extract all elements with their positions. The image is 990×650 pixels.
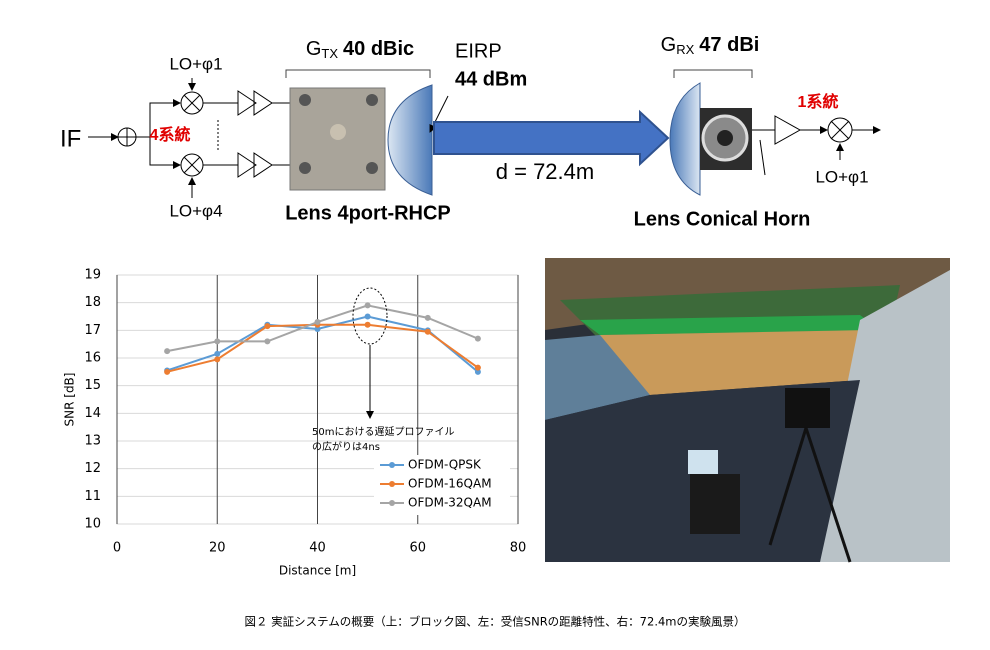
point bbox=[424, 328, 431, 335]
x-tick-label: 40 bbox=[309, 541, 326, 556]
y-axis-label: SNR [dB] bbox=[63, 373, 77, 427]
branch-count: 1系統 bbox=[798, 92, 839, 111]
y-tick-label: 17 bbox=[84, 323, 101, 338]
y-tick-label: 13 bbox=[84, 434, 101, 449]
antenna-label: Lens 4port-RHCP bbox=[285, 202, 451, 224]
gain-value: 40 dBic bbox=[343, 38, 414, 60]
snr-chart: 10 11 12 13 14 15 16 17 18 19 0 20 40 60 80 Distance [m… bbox=[63, 268, 527, 578]
y-tick-label: 11 bbox=[84, 489, 101, 504]
x-tick-label: 80 bbox=[510, 541, 527, 556]
point bbox=[474, 364, 481, 371]
if-label: IF bbox=[60, 125, 81, 152]
legend-label: OFDM-32QAM bbox=[408, 496, 492, 510]
point bbox=[424, 314, 431, 321]
annotation: の広がりは4ns bbox=[312, 440, 380, 453]
legend-marker bbox=[389, 481, 395, 487]
point bbox=[214, 350, 221, 357]
point bbox=[364, 313, 371, 320]
y-tick-label: 12 bbox=[84, 461, 101, 476]
photo bbox=[545, 258, 950, 563]
tx-gain: GTX 40 dBic bbox=[306, 38, 414, 61]
x-tick-label: 60 bbox=[409, 541, 426, 556]
y-tick-label: 19 bbox=[84, 268, 101, 283]
point bbox=[364, 321, 371, 328]
point bbox=[474, 368, 481, 375]
x-tick-label: 20 bbox=[209, 541, 226, 556]
point bbox=[264, 338, 271, 345]
legend-label: OFDM-16QAM bbox=[408, 477, 492, 491]
highlight bbox=[352, 287, 388, 345]
antenna-label: Lens Conical Horn bbox=[634, 208, 811, 230]
branch-count: 4系統 bbox=[150, 125, 191, 144]
gain-symbol: G bbox=[661, 34, 677, 56]
point bbox=[164, 368, 171, 375]
y-tick-label: 16 bbox=[84, 351, 101, 366]
gain-symbol: G bbox=[306, 38, 322, 60]
point bbox=[214, 338, 221, 345]
point bbox=[314, 319, 321, 326]
y-tick-label: 18 bbox=[84, 295, 101, 310]
point bbox=[264, 323, 271, 330]
lo-label: LO+φ1 bbox=[815, 167, 868, 186]
point bbox=[364, 302, 371, 309]
point bbox=[164, 348, 171, 355]
y-tick-label: 15 bbox=[84, 378, 101, 393]
point bbox=[474, 335, 481, 342]
point bbox=[214, 356, 221, 363]
eirp-value: 44 dBm bbox=[455, 68, 527, 90]
legend-label: OFDM-QPSK bbox=[408, 458, 482, 472]
distance: d = 72.4m bbox=[496, 159, 594, 184]
legend-marker bbox=[389, 500, 395, 506]
x-axis-label: Distance [m] bbox=[279, 564, 356, 578]
eirp-label: EIRP bbox=[455, 40, 502, 62]
y-tick-label: 10 bbox=[84, 517, 101, 532]
annotation: 50mにおける遅延プロファイル bbox=[312, 426, 454, 438]
rx-gain: GRX 47 dBi bbox=[661, 34, 760, 57]
caption: 図２ 実証システムの概要（上：ブロック図、左：受信SNRの距離特性、右：72.4… bbox=[244, 615, 745, 629]
gain-subscript: TX bbox=[321, 46, 338, 61]
block-diagram: IF LO+φ1 LO+φ4 4系統 GTX 40 dBic EIRP 44 dB… bbox=[60, 34, 881, 230]
lo-label: LO+φ4 bbox=[169, 201, 222, 220]
y-tick-label: 14 bbox=[84, 406, 101, 421]
series-line bbox=[166, 323, 479, 373]
legend-marker bbox=[389, 462, 395, 468]
point bbox=[314, 325, 321, 332]
gain-subscript: RX bbox=[676, 42, 694, 57]
gain-value: 47 dBi bbox=[699, 34, 759, 56]
x-tick-label: 0 bbox=[113, 541, 121, 556]
lo-label: LO+φ1 bbox=[169, 54, 222, 73]
